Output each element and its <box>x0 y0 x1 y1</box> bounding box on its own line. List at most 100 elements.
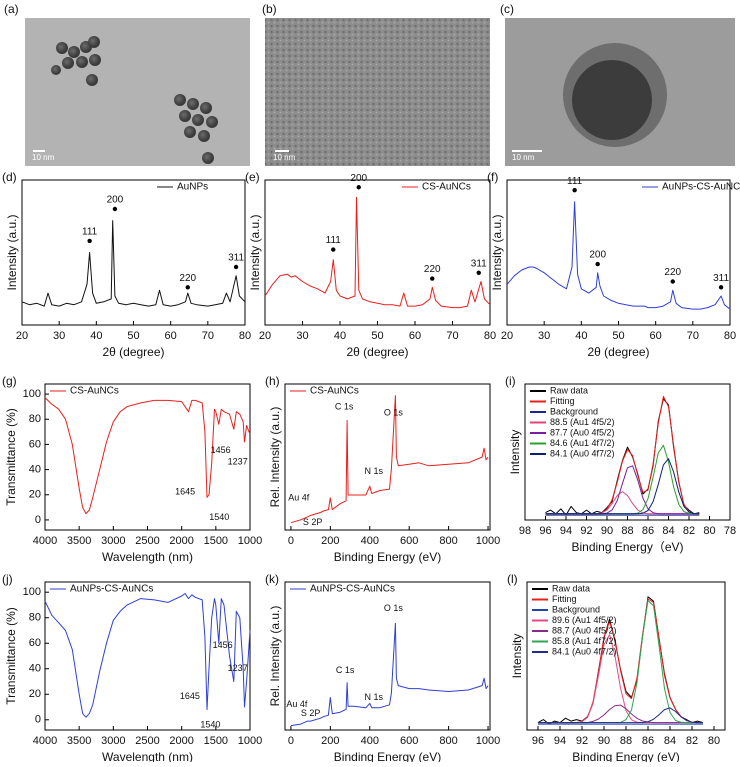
x-tick-label: 90 <box>598 735 610 747</box>
data-line <box>290 395 489 524</box>
annotation: C 1s <box>336 665 355 675</box>
peak-label: 220 <box>424 264 441 275</box>
x-tick-label: 60 <box>409 330 421 342</box>
x-tick-label: 800 <box>439 735 457 747</box>
x-tick-label: 1500 <box>204 735 228 747</box>
peak-marker <box>430 276 435 281</box>
data-line <box>264 196 491 309</box>
x-tick-label: 84 <box>662 525 674 537</box>
x-tick-label: 60 <box>650 330 662 342</box>
peak-marker <box>331 247 336 252</box>
scale-bar-label: 10 nm <box>273 153 296 162</box>
data-line <box>44 593 251 718</box>
data-line <box>545 465 700 515</box>
x-tick-label: 30 <box>296 330 308 342</box>
peak-label: 111 <box>326 235 342 246</box>
x-tick-label: 50 <box>612 330 624 342</box>
annotation: N 1s <box>364 466 383 476</box>
legend-label: AuNPS-CS-AuNCs <box>310 584 395 595</box>
x-tick-label: 3000 <box>101 735 125 747</box>
x-tick-label: 80 <box>708 735 720 747</box>
legend-label: 84.6 (Au1 4f7/2) <box>550 438 615 448</box>
y-axis-label: Intensity <box>510 634 524 679</box>
x-axis-label: 2θ (degree) <box>346 345 408 359</box>
x-tick-label: 2500 <box>135 735 159 747</box>
y-axis-label: Transmittance (%) <box>4 607 18 705</box>
x-tick-label: 600 <box>400 735 418 747</box>
peak-marker <box>87 238 92 244</box>
panel-label: (j) <box>2 572 13 586</box>
annotation: 1456 <box>211 445 231 455</box>
legend-label: CS-AuNCs <box>70 386 119 397</box>
y-tick-label: 60 <box>29 637 41 649</box>
y-tick-label: 20 <box>29 688 41 700</box>
peak-label: 111 <box>82 227 98 238</box>
y-axis-label: Intensity (a.u.) <box>248 214 262 290</box>
legend-label: Fitting <box>552 594 577 604</box>
x-tick-label: 70 <box>202 330 214 342</box>
peak-marker <box>670 279 675 284</box>
data-line <box>545 458 700 515</box>
panel-label: (f) <box>487 170 498 184</box>
data-line <box>538 707 703 724</box>
x-tick-label: 80 <box>703 525 715 537</box>
annotation: S 2P <box>303 517 323 527</box>
y-axis-label: Intensity (a.u.) <box>490 214 504 290</box>
legend-label: Raw data <box>550 385 588 395</box>
x-tick-label: 94 <box>554 735 566 747</box>
peak-marker <box>356 185 361 190</box>
legend-label: Background <box>552 604 600 614</box>
x-tick-label: 3500 <box>67 735 91 747</box>
annotation: 1645 <box>180 691 200 701</box>
x-tick-label: 20 <box>259 330 271 342</box>
y-tick-label: 40 <box>29 663 41 675</box>
x-tick-label: 80 <box>239 330 251 342</box>
panel-label: (a) <box>4 2 19 16</box>
x-axis-label: Binding Energy (eV) <box>334 750 441 762</box>
x-tick-label: 88 <box>620 735 632 747</box>
peak-marker <box>233 264 239 270</box>
plot-frame <box>44 581 251 731</box>
panel-label: (c) <box>500 2 514 16</box>
legend-label: 89.6 (Au1 4f5/2) <box>552 615 617 625</box>
peak-label: 311 <box>713 273 729 284</box>
x-tick-label: 82 <box>683 525 695 537</box>
annotation: 1456 <box>213 640 233 650</box>
x-tick-label: 0 <box>288 735 294 747</box>
y-axis-label: Rel. Intensity (a.u.) <box>268 407 282 508</box>
x-tick-label: 1000 <box>238 735 262 747</box>
y-axis-label: Transmittance (%) <box>4 408 18 506</box>
x-tick-label: 88 <box>621 525 633 537</box>
x-tick-label: 2000 <box>169 535 193 547</box>
panel-label: (g) <box>2 374 17 388</box>
peak-marker <box>595 261 600 267</box>
panel-label: (b) <box>262 2 277 16</box>
x-tick-label: 600 <box>400 535 418 547</box>
y-tick-label: 20 <box>29 489 41 501</box>
x-tick-label: 60 <box>165 330 177 342</box>
annotation: 1540 <box>200 719 220 729</box>
legend-label: CS-AuNCs <box>422 182 471 193</box>
x-tick-label: 200 <box>321 535 339 547</box>
x-tick-label: 400 <box>361 735 379 747</box>
legend-label: Raw data <box>552 583 590 593</box>
x-tick-label: 84 <box>664 735 676 747</box>
x-axis-label: Binding Energy (eV) <box>572 750 679 762</box>
y-tick-label: 0 <box>35 514 41 526</box>
x-tick-label: 20 <box>16 330 28 342</box>
y-axis-label: Intensity <box>508 430 522 475</box>
tem-image-a <box>25 18 250 166</box>
x-tick-label: 50 <box>127 330 139 342</box>
legend-label: 84.1 (Au0 4f7/2) <box>550 448 615 458</box>
annotation: 1237 <box>228 663 248 673</box>
x-axis-label: Binding Energy（eV) <box>571 540 683 554</box>
x-tick-label: 200 <box>321 735 339 747</box>
x-tick-label: 92 <box>576 735 588 747</box>
x-axis-label: Binding Energy (eV) <box>334 550 441 564</box>
peak-label: 311 <box>228 253 244 264</box>
x-tick-label: 4000 <box>33 535 57 547</box>
panel-label: (d) <box>2 170 17 184</box>
tem-image-b <box>265 18 490 166</box>
legend-label: 85.8 (Au1 4f7/2) <box>552 636 617 646</box>
